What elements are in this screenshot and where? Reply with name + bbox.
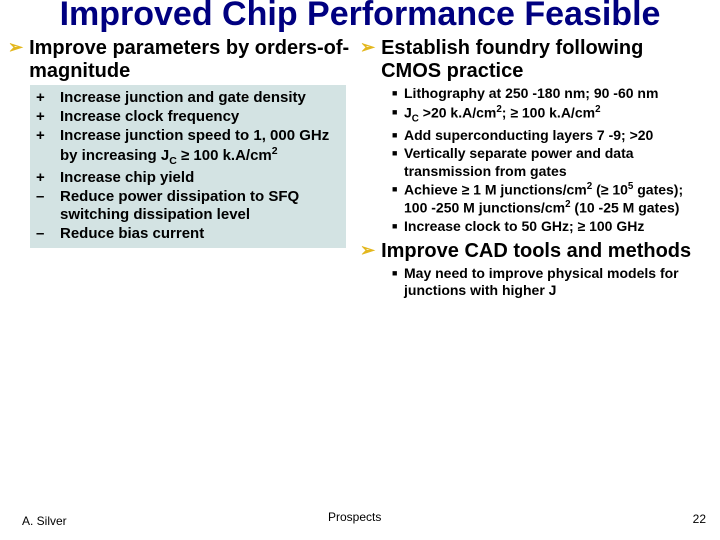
left-list-item: +Increase clock frequency: [36, 108, 340, 126]
left-item-text: Reduce power dissipation to SFQ switchin…: [50, 188, 340, 224]
left-item-text: Reduce bias current: [50, 225, 204, 243]
square-bullet-icon: ■: [392, 127, 404, 143]
left-item-text: Increase junction and gate density: [50, 89, 306, 107]
square-item-text: Lithography at 250 -180 nm; 90 -60 nm: [404, 85, 658, 103]
bullet-mark: +: [36, 169, 50, 187]
left-plus-block: +Increase junction and gate density+Incr…: [30, 85, 346, 248]
bullet-mark: +: [36, 108, 50, 126]
square-item-text: May need to improve physical models for …: [404, 265, 706, 300]
bullet-mark: +: [36, 127, 50, 145]
left-list-item: +Increase junction and gate density: [36, 89, 340, 107]
bullet-mark: –: [36, 188, 50, 206]
left-heading: Improve parameters by orders-of-magnitud…: [29, 37, 354, 83]
square-item-text: Increase clock to 50 GHz; ≥ 100 GHz: [404, 218, 644, 236]
square-bullet-icon: ■: [392, 145, 404, 161]
right-list2: ■May need to improve physical models for…: [392, 265, 706, 300]
square-list-item: ■Add superconducting layers 7 -9; >20: [392, 127, 706, 145]
square-list-item: ■Lithography at 250 -180 nm; 90 -60 nm: [392, 85, 706, 103]
footer-center: Prospects: [328, 510, 381, 524]
content-columns: ➢ Improve parameters by orders-of-magnit…: [0, 37, 720, 301]
square-item-text: Vertically separate power and data trans…: [404, 145, 706, 180]
left-item-text: Increase clock frequency: [50, 108, 239, 126]
right-heading2-row: ➢ Improve CAD tools and methods: [360, 240, 706, 263]
left-list-item: +Increase chip yield: [36, 169, 340, 187]
square-item-text: JC >20 k.A/cm2; ≥ 100 k.A/cm2: [404, 104, 601, 126]
square-list-item: ■May need to improve physical models for…: [392, 265, 706, 300]
arrow-icon: ➢: [8, 37, 23, 58]
footer-page-number: 22: [693, 512, 706, 526]
square-list-item: ■Vertically separate power and data tran…: [392, 145, 706, 180]
square-bullet-icon: ■: [392, 104, 404, 120]
slide-title: Improved Chip Performance Feasible: [0, 0, 720, 33]
left-item-text: Increase junction speed to 1, 000 GHz by…: [50, 127, 340, 168]
right-heading1: Establish foundry following CMOS practic…: [381, 37, 706, 83]
bullet-mark: –: [36, 225, 50, 243]
left-list-item: +Increase junction speed to 1, 000 GHz b…: [36, 127, 340, 168]
right-list1: ■Lithography at 250 -180 nm; 90 -60 nm■J…: [392, 85, 706, 236]
left-item-text: Increase chip yield: [50, 169, 194, 187]
square-list-item: ■Achieve ≥ 1 M junctions/cm2 (≥ 105 gate…: [392, 181, 706, 217]
square-bullet-icon: ■: [392, 85, 404, 101]
left-column: ➢ Improve parameters by orders-of-magnit…: [8, 37, 360, 301]
square-item-text: Achieve ≥ 1 M junctions/cm2 (≥ 105 gates…: [404, 181, 683, 217]
footer-author: A. Silver: [22, 514, 67, 528]
bullet-mark: +: [36, 89, 50, 107]
arrow-icon: ➢: [360, 240, 375, 261]
square-bullet-icon: ■: [392, 181, 404, 197]
square-item-text: Add superconducting layers 7 -9; >20: [404, 127, 653, 145]
square-list-item: ■JC >20 k.A/cm2; ≥ 100 k.A/cm2: [392, 104, 706, 126]
left-list-item: –Reduce bias current: [36, 225, 340, 243]
right-heading1-row: ➢ Establish foundry following CMOS pract…: [360, 37, 706, 83]
left-list-item: –Reduce power dissipation to SFQ switchi…: [36, 188, 340, 224]
square-bullet-icon: ■: [392, 218, 404, 234]
arrow-icon: ➢: [360, 37, 375, 58]
square-list-item: ■Increase clock to 50 GHz; ≥ 100 GHz: [392, 218, 706, 236]
right-heading2: Improve CAD tools and methods: [381, 240, 691, 263]
right-column: ➢ Establish foundry following CMOS pract…: [360, 37, 712, 301]
left-heading-row: ➢ Improve parameters by orders-of-magnit…: [8, 37, 354, 83]
square-bullet-icon: ■: [392, 265, 404, 281]
